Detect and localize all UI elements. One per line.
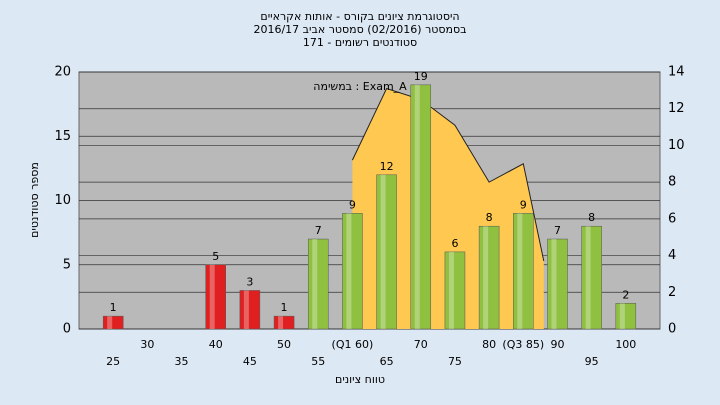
y2-tick-label: 4 [668,248,676,263]
bar [513,213,534,330]
bar-highlight [312,239,318,329]
bar [581,225,602,330]
bar [376,174,397,330]
bar-highlight [483,226,489,329]
bar-highlight [243,290,249,329]
y2-tick-label: 14 [668,65,685,80]
data-label: 5 [212,250,219,263]
y-tick-label: 5 [63,257,71,272]
x-tick-label: 100 [615,338,636,351]
x-tick-label: 75 [448,355,462,368]
data-label: 3 [246,275,253,288]
bar-highlight [551,239,557,329]
y2-tick-label: 6 [668,211,676,226]
bar [410,84,432,330]
x-tick-label: 70 [414,338,428,351]
y2-tick-label: 2 [668,285,676,300]
x-tick-label: 95 [585,355,599,368]
bar [547,238,568,330]
y2-tick-label: 8 [668,175,676,190]
data-label: 8 [486,211,493,224]
x-tick-label: 35 [175,355,189,368]
bar-highlight [619,303,625,329]
x-tick-label: 65 [380,355,394,368]
x-tick-label: 25 [106,355,120,368]
y-tick-label: 0 [63,322,71,337]
x-tick-label: (Q1 60) [332,338,374,351]
data-label: 9 [520,198,527,211]
data-label: 19 [414,70,428,83]
x-tick-label: 80 [482,338,496,351]
bar-highlight [448,251,454,329]
y-axis-label: מספר סטודנטים [28,162,41,238]
bar [478,225,500,330]
data-label: 6 [451,237,458,250]
chart-subtitle: בסמסטר (02/2016) סמסטר אביב 2016/17 [253,23,466,36]
y2-tick-label: 12 [668,101,685,116]
x-tick-label: (Q3 85) [502,338,544,351]
bar-highlight [346,213,352,329]
bar-highlight [107,316,113,329]
data-label: 7 [315,224,322,237]
data-label: 2 [622,288,629,301]
x-tick-label: 45 [243,355,257,368]
bar-highlight [414,84,420,329]
bar [102,315,124,330]
bar [307,238,329,330]
annotation: במשימה : Exam_A [313,80,407,93]
x-tick-label: 50 [277,338,291,351]
bar-highlight [517,213,523,329]
bar [205,264,226,330]
bar-highlight [209,264,215,329]
x-tick-label: 30 [140,338,154,351]
y2-tick-label: 10 [668,138,685,153]
chart-title: היסטוגרמת ציונים בקורס - אותות אקראיים [260,10,459,23]
y-tick-label: 15 [54,129,71,144]
data-label: 1 [281,301,288,314]
bar-highlight [380,174,386,329]
x-axis-label: טווח ציונים [335,373,385,386]
bar [273,315,295,330]
chart-subtitle: סטודנטים רשומים - 171 [303,36,417,49]
y2-tick-label: 0 [668,322,676,337]
bar [239,290,261,330]
data-label: 1 [110,301,117,314]
y-tick-label: 20 [54,65,71,80]
y-tick-label: 10 [54,193,71,208]
data-label: 9 [349,198,356,211]
x-tick-label: 90 [550,338,564,351]
data-label: 8 [588,211,595,224]
area-line [351,87,545,262]
bar-highlight [585,226,591,329]
x-tick-label: 55 [311,355,325,368]
data-label: 12 [380,160,394,173]
bar [342,213,363,330]
bar [615,303,637,330]
bar-highlight [278,316,284,329]
x-tick-label: 40 [209,338,223,351]
bar [444,251,466,330]
data-label: 7 [554,224,561,237]
